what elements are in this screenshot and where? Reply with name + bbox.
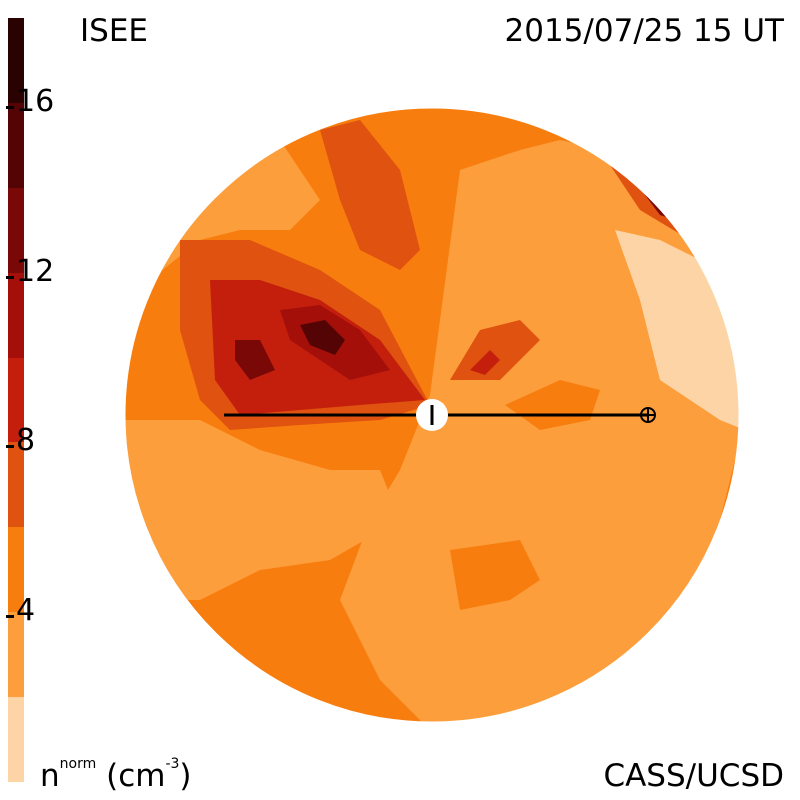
colorbar-tick-label: 12 [6,256,54,287]
colorbar-segment [8,187,24,273]
unit-label: nnorm (cm-3) [40,756,192,794]
colorbar-segment [8,612,24,698]
contour-level-8-10-center [470,350,500,375]
credit-label: CASS/UCSD [603,758,784,794]
contour-level-6-8-center [450,320,540,380]
contour-level-2-4-upper [125,140,320,300]
colorbar-tick-label: 4 [6,596,35,626]
colorbar-segment [8,272,24,358]
colorbar-segment [8,18,24,103]
disk-edge [124,107,740,723]
timestamp-label: 2015/07/25 15 UT [504,13,784,49]
colorbar-segment [8,357,24,443]
contour-level-6-8-north [320,120,420,270]
colorbar [8,18,24,782]
colorbar-segment [8,527,24,613]
source-label: ISEE [80,13,148,49]
contour-level-2-4-left [125,420,400,600]
colorbar-segment [8,697,24,782]
contour-level-12-14 [235,340,275,380]
contour-level-4-6-patch [450,540,540,610]
colorbar-tick-label: 16 [6,86,54,117]
colorbar-segment [8,442,24,528]
contour-level-14-16 [300,320,345,355]
contour-level-4-6-center [505,380,600,430]
colorbar-tick-label: 8 [6,426,35,456]
colorbar-segment [8,102,24,188]
